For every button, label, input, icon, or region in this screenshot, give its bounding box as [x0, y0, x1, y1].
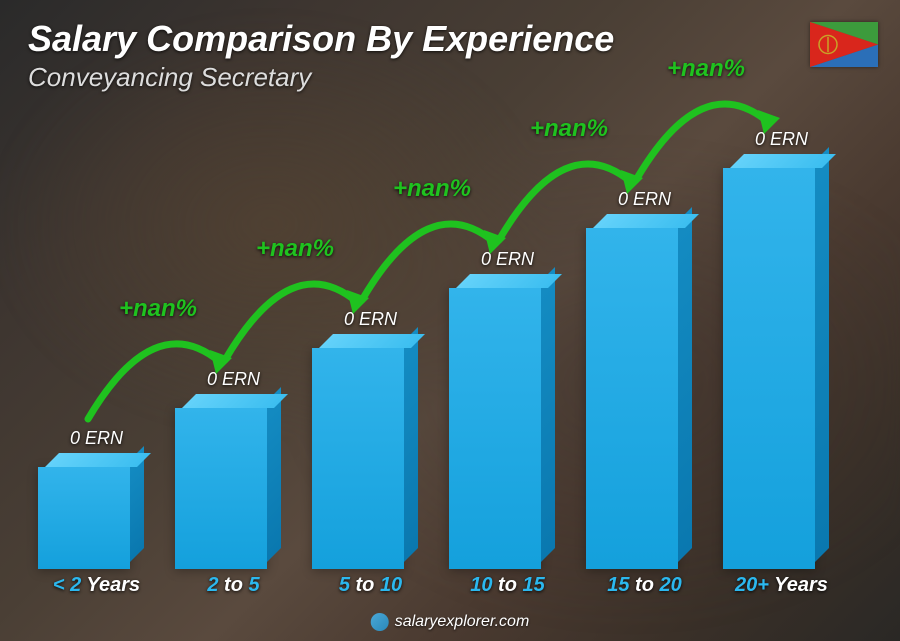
attribution-text: salaryexplorer.com: [395, 613, 530, 631]
attribution: salaryexplorer.com: [371, 613, 530, 631]
increase-arrow: [28, 57, 850, 597]
globe-icon: [371, 613, 389, 631]
bars-area: < 2 Years0 ERN2 to 50 ERN+nan%5 to 100 E…: [28, 57, 850, 597]
chart-title: Salary Comparison By Experience: [28, 18, 614, 60]
percent-increase-label: +nan%: [667, 55, 745, 83]
salary-chart: Salary Comparison By Experience Conveyan…: [0, 0, 900, 641]
